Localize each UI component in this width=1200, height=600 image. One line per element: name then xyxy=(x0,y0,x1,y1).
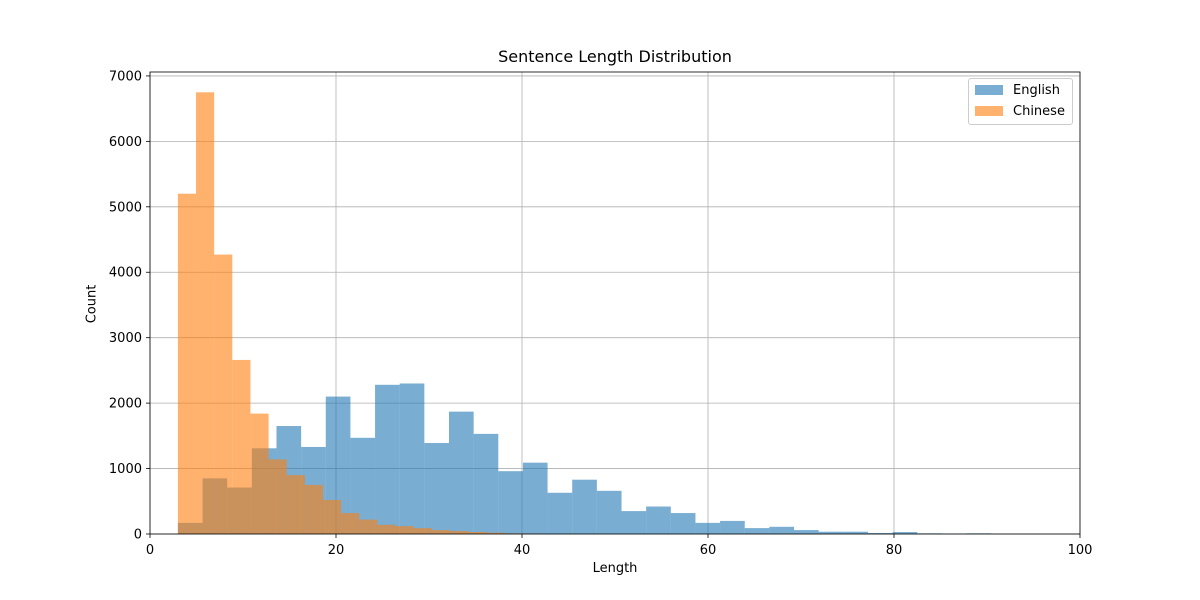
plot-frame xyxy=(149,71,1081,535)
bar-chinese xyxy=(431,530,450,534)
legend-item-english: English xyxy=(975,82,1060,98)
bar-chinese xyxy=(413,528,432,534)
bar-english xyxy=(769,526,795,534)
y-tick-label: 2000 xyxy=(109,397,142,412)
x-tick-label: 40 xyxy=(514,543,531,558)
bar-chinese xyxy=(250,413,269,534)
bar-chinese xyxy=(468,532,487,534)
legend-swatch-chinese xyxy=(975,106,1003,116)
y-tick-label: 7000 xyxy=(109,69,142,84)
x-tick-label: 60 xyxy=(700,543,717,558)
bar-english xyxy=(448,411,474,534)
bar-chinese xyxy=(304,484,323,534)
legend-label-english: English xyxy=(1013,82,1060,98)
bar-english xyxy=(375,384,400,534)
x-axis-label: Length xyxy=(592,561,638,576)
bar-chinese xyxy=(196,92,215,534)
bar-chinese xyxy=(395,526,414,534)
bar-english xyxy=(547,492,573,534)
bar-chinese xyxy=(341,513,360,534)
bar-chinese xyxy=(486,532,505,534)
legend-swatch-english xyxy=(975,85,1003,95)
bar-chinese xyxy=(449,531,469,534)
x-tick-label: 100 xyxy=(1068,543,1093,558)
bar-english xyxy=(498,471,523,534)
y-tick-label: 3000 xyxy=(109,331,142,346)
y-tick-label: 1000 xyxy=(109,462,142,477)
bar-english xyxy=(794,530,819,534)
bar-english xyxy=(818,531,844,534)
bar-chinese xyxy=(214,254,233,534)
legend-label-chinese: Chinese xyxy=(1013,103,1065,119)
y-tick-label: 0 xyxy=(134,528,142,543)
bar-chinese xyxy=(359,519,378,534)
bar-english xyxy=(744,528,770,534)
y-tick-label: 6000 xyxy=(109,135,142,150)
bar-english xyxy=(843,531,868,534)
bar-english xyxy=(596,490,622,534)
bar-english xyxy=(646,506,671,534)
bar-chinese xyxy=(268,459,287,534)
bar-english xyxy=(867,533,893,534)
y-tick-label: 4000 xyxy=(109,266,142,281)
bar-english xyxy=(892,532,918,534)
bar-chinese xyxy=(177,193,197,534)
bar-english xyxy=(473,433,499,534)
legend-item-chinese: Chinese xyxy=(975,103,1065,119)
bar-chinese xyxy=(322,499,342,534)
bar-english xyxy=(424,443,449,534)
bar-chinese xyxy=(232,359,251,534)
chart-title: Sentence Length Distribution xyxy=(498,47,732,66)
x-tick-label: 20 xyxy=(328,543,345,558)
y-axis-label: Count xyxy=(84,284,100,324)
bar-english xyxy=(720,520,745,534)
bar-english xyxy=(572,479,597,534)
y-tick-label: 5000 xyxy=(109,200,142,215)
bar-english xyxy=(621,511,647,534)
bar-english xyxy=(522,462,548,534)
bar-chinese xyxy=(377,524,396,534)
x-tick-label: 0 xyxy=(146,543,154,558)
bar-english xyxy=(695,522,721,534)
legend: English Chinese xyxy=(968,78,1073,125)
bar-chinese xyxy=(286,475,305,534)
bar-english xyxy=(670,513,696,534)
x-tick-label: 80 xyxy=(886,543,903,558)
bar-english xyxy=(399,383,425,534)
